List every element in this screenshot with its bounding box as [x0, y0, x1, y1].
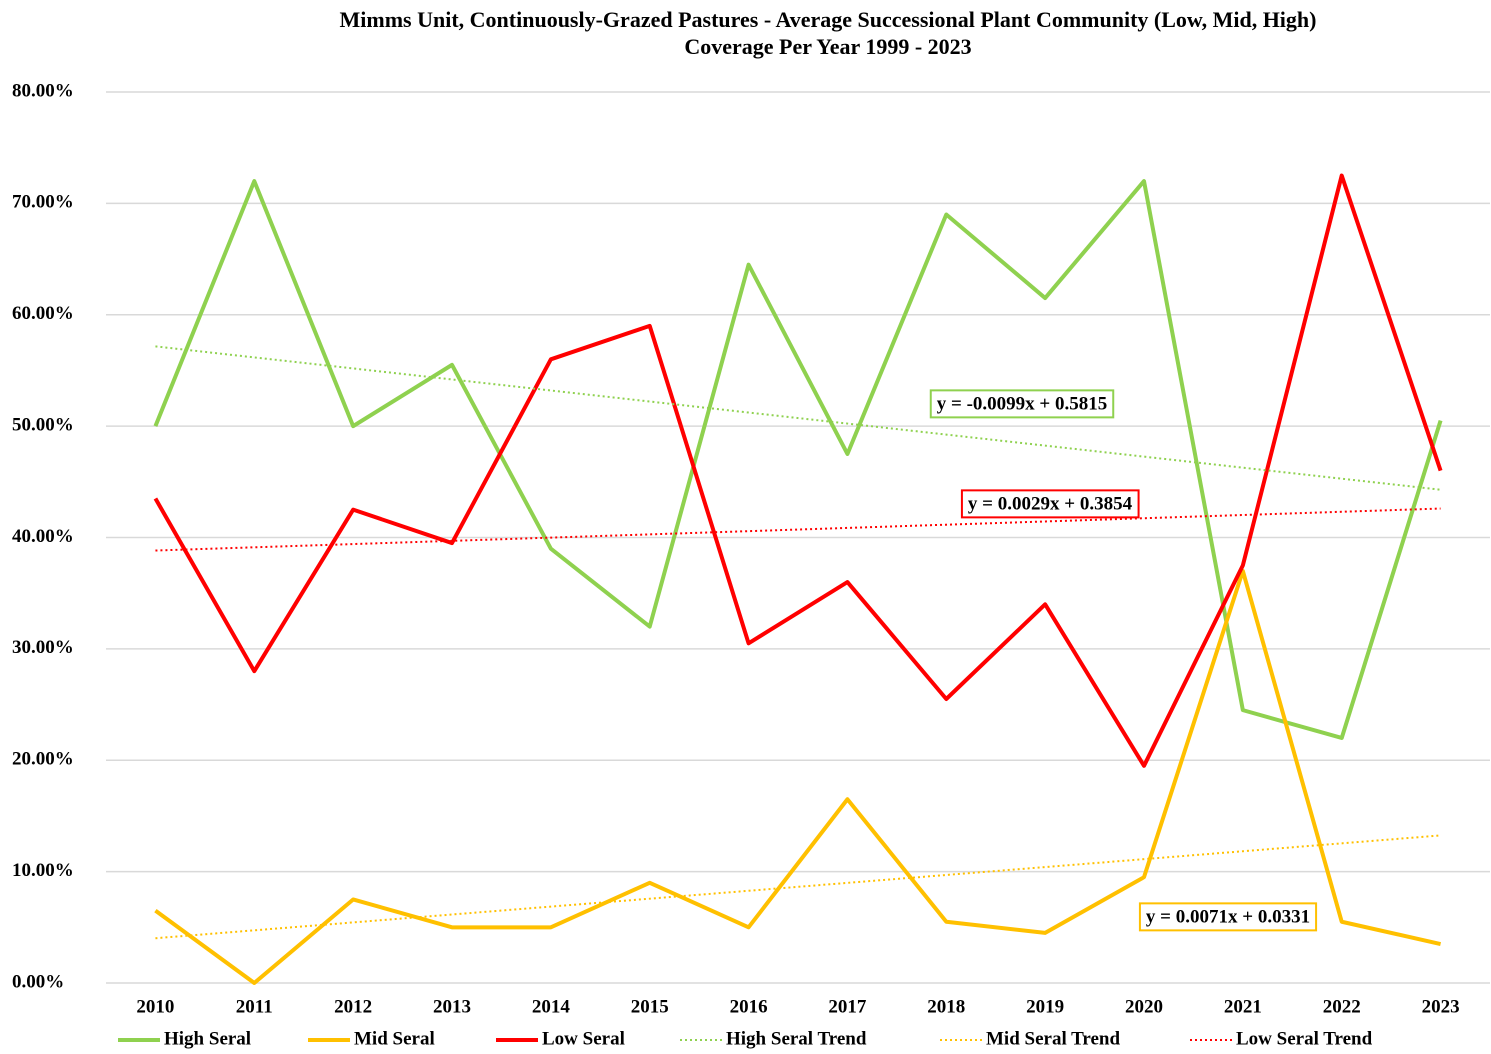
annotation: y = 0.0071x + 0.0331 [1146, 906, 1310, 927]
legend-label: High Seral [164, 1028, 251, 1049]
series-line [154, 568, 1442, 985]
series-line [153, 173, 1443, 768]
x-tick-label: 2021 [1224, 996, 1262, 1017]
legend-label: Low Seral [542, 1028, 625, 1049]
y-tick-label: 70.00% [12, 192, 74, 213]
x-tick-label: 2016 [730, 996, 768, 1017]
x-tick-label: 2015 [631, 996, 669, 1017]
x-tick-label: 2014 [532, 996, 571, 1017]
chart-subtitle: Coverage Per Year 1999 - 2023 [684, 34, 971, 59]
x-tick-label: 2022 [1323, 996, 1361, 1017]
legend-label: Mid Seral Trend [986, 1028, 1121, 1049]
x-tick-label: 2019 [1026, 996, 1064, 1017]
x-tick-label: 2010 [136, 996, 174, 1017]
chart-title: Mimms Unit, Continuously-Grazed Pastures… [340, 7, 1317, 32]
annotation-box [929, 389, 1115, 419]
trend-line [155, 345, 1441, 491]
series-line [153, 179, 1443, 740]
legend-label: Mid Seral [354, 1028, 435, 1049]
x-tick-label: 2020 [1125, 996, 1163, 1017]
y-tick-label: 10.00% [12, 860, 74, 881]
y-tick-label: 30.00% [12, 637, 74, 658]
y-tick-label: 20.00% [12, 749, 74, 770]
x-tick-label: 2023 [1422, 996, 1460, 1017]
annotation: y = -0.0099x + 0.5815 [937, 393, 1107, 414]
y-tick-label: 40.00% [12, 526, 74, 547]
y-tick-label: 80.00% [12, 80, 74, 101]
legend-label: Low Seral Trend [1236, 1028, 1373, 1049]
x-tick-label: 2017 [828, 996, 867, 1017]
x-tick-label: 2012 [334, 996, 372, 1017]
trend-line [155, 507, 1441, 552]
x-tick-label: 2011 [236, 996, 273, 1017]
y-tick-label: 60.00% [12, 303, 74, 324]
annotation: y = 0.0029x + 0.3854 [968, 493, 1133, 514]
y-tick-label: 0.00% [12, 971, 64, 992]
annotation-box [960, 489, 1140, 519]
x-tick-label: 2018 [927, 996, 965, 1017]
annotation-box [1138, 902, 1318, 932]
x-tick-label: 2013 [433, 996, 471, 1017]
legend-label: High Seral Trend [726, 1028, 867, 1049]
y-tick-label: 50.00% [12, 414, 74, 435]
